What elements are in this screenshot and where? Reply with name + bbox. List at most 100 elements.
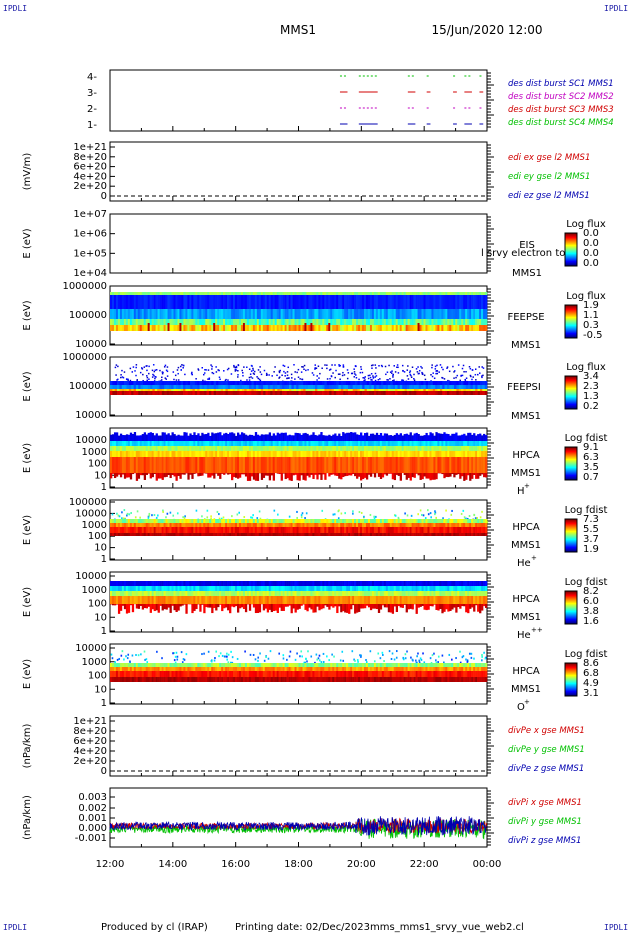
hpca-h-panel-cell — [344, 441, 347, 446]
feepsi-panel-cell — [343, 391, 346, 395]
feepse-panel-cell — [399, 295, 402, 309]
hpca-he-panel-cell — [195, 527, 198, 533]
feepsi-panel-cell — [399, 389, 403, 391]
hpca-he-panel-cell — [445, 519, 448, 523]
hpca-he-panel-colorbar-band — [565, 543, 577, 545]
hpca-h-panel-cell — [262, 446, 266, 451]
feepsi-panel-cell — [428, 385, 431, 389]
feepsi-panel-cell — [345, 389, 349, 391]
feepsi-panel-cell — [303, 381, 306, 385]
feepsi-panel-cell — [472, 391, 476, 395]
hpca-h-panel-cell — [473, 433, 476, 441]
hpca-hepp-panel-cell — [161, 581, 164, 586]
hpca-he-panel-cell — [334, 523, 337, 527]
hpca-h-panel-cell — [403, 473, 406, 475]
hpca-h-panel-cell — [377, 434, 381, 441]
feepsi-panel-dot — [250, 376, 252, 378]
feepse-panel-cell — [393, 292, 397, 295]
feepse-panel-cell — [375, 319, 379, 325]
hpca-h-panel-cell — [348, 451, 351, 457]
hpca-he-panel-cell — [183, 533, 186, 536]
hpca-he-panel-cell — [340, 523, 343, 527]
hpca-h-panel-cell — [282, 451, 285, 457]
hpca-he-panel-cell — [153, 527, 156, 533]
feepsi-panel-cell — [140, 389, 144, 391]
hpca-hepp-panel-cell — [175, 591, 178, 596]
feepse-panel-cell — [238, 319, 242, 325]
hpca-h-panel-cell — [395, 441, 399, 446]
hpca-h-panel-colorbar-band — [565, 451, 577, 453]
hpca-h-panel-cell — [276, 473, 279, 474]
hpca-he-panel-dot — [424, 517, 427, 520]
hpca-hepp-panel-cell — [177, 581, 180, 586]
feepsi-panel-cell — [392, 389, 396, 391]
hpca-h-panel-cell — [461, 451, 464, 457]
feepsi-panel-cell — [324, 389, 328, 391]
hpca-h-panel-cell — [129, 451, 133, 457]
hpca-he-panel-cell — [381, 519, 385, 523]
hpca-h-panel-cell — [205, 457, 208, 473]
hpca-he-panel-cell — [143, 523, 147, 527]
hpca-h-panel-cell — [375, 441, 379, 446]
feepsi-panel-cell — [468, 385, 471, 389]
feepse-panel-cell — [294, 325, 297, 331]
hpca-h-panel-cell — [235, 457, 238, 473]
hpca-h-panel-cell — [340, 435, 343, 441]
feepse-panel-cell — [171, 295, 174, 309]
hpca-he-panel-cell — [385, 523, 389, 527]
feepse-panel-cell — [435, 295, 438, 309]
hpca-he-panel-cell — [354, 523, 357, 527]
feepse-panel-cell — [169, 309, 172, 319]
hpca-h-panel-cell — [302, 433, 305, 441]
hpca-he-panel-cell — [117, 533, 121, 536]
hpca-h-panel-cell — [389, 446, 393, 451]
hpca-he-panel-cell — [288, 519, 291, 523]
hpca-he-panel-cell — [439, 533, 442, 536]
hpca-he-panel-dot — [252, 514, 254, 517]
hpca-he-panel-dot — [296, 516, 298, 519]
feepsi-panel-cell — [244, 385, 247, 389]
hpca-hepp-panel-cell — [151, 591, 154, 596]
feepsi-panel-dot — [197, 369, 200, 371]
hpca-h-panel-cell — [282, 473, 285, 474]
hpca-he-panel-cell — [256, 519, 260, 523]
feepsi-panel-colorbar-band — [565, 376, 577, 378]
hpca-he-panel-cell — [441, 519, 444, 523]
feepse-panel-cell — [189, 292, 192, 295]
feepse-panel-cell — [342, 309, 345, 319]
feepsi-panel-dot — [300, 371, 303, 373]
hpca-he-panel-cell — [304, 523, 307, 527]
feepse-panel-cell — [457, 319, 460, 325]
feepsi-panel-dot — [474, 373, 477, 376]
hpca-he-panel-colorbar-band — [565, 550, 577, 552]
feepsi-panel-cell — [435, 385, 438, 389]
feepse-panel-cell — [358, 292, 361, 295]
feepsi-panel-cell — [468, 389, 471, 391]
feepse-panel-cell — [119, 309, 123, 319]
feepsi-panel-cell — [166, 381, 170, 385]
feepsi-panel-cell — [373, 391, 377, 395]
feepsi-panel-colorbar-frame — [564, 375, 578, 410]
burst-panel-legend-entry: des dist burst SC3 MMS3 — [508, 105, 614, 115]
hpca-h-panel-cell — [181, 446, 184, 451]
feepsi-panel-cell — [477, 391, 481, 395]
hpca-he-panel-cell — [165, 527, 168, 533]
feepse-panel-cell — [199, 292, 202, 295]
hpca-he-panel-cell — [254, 533, 258, 536]
hpca-h-panel-cell — [209, 441, 212, 446]
hpca-he-panel-cell — [300, 533, 303, 536]
hpca-h-panel-cell — [223, 473, 226, 475]
hpca-he-panel-cell — [270, 527, 274, 533]
hpca-h-panel-cell — [284, 446, 287, 451]
feepse-panel-cell — [117, 319, 121, 325]
hpca-h-panel-cell — [125, 473, 129, 478]
feepse-panel-cell — [302, 295, 305, 309]
hpca-h-panel-cell — [179, 473, 182, 479]
feepsi-panel-cell — [230, 385, 233, 389]
hpca-he-panel-cell — [433, 523, 436, 527]
feepsi-panel-dot — [301, 378, 303, 381]
hpca-he-panel-cell — [217, 527, 220, 533]
feepse-panel-cell — [137, 319, 141, 325]
feepsi-panel-cell — [185, 389, 189, 391]
